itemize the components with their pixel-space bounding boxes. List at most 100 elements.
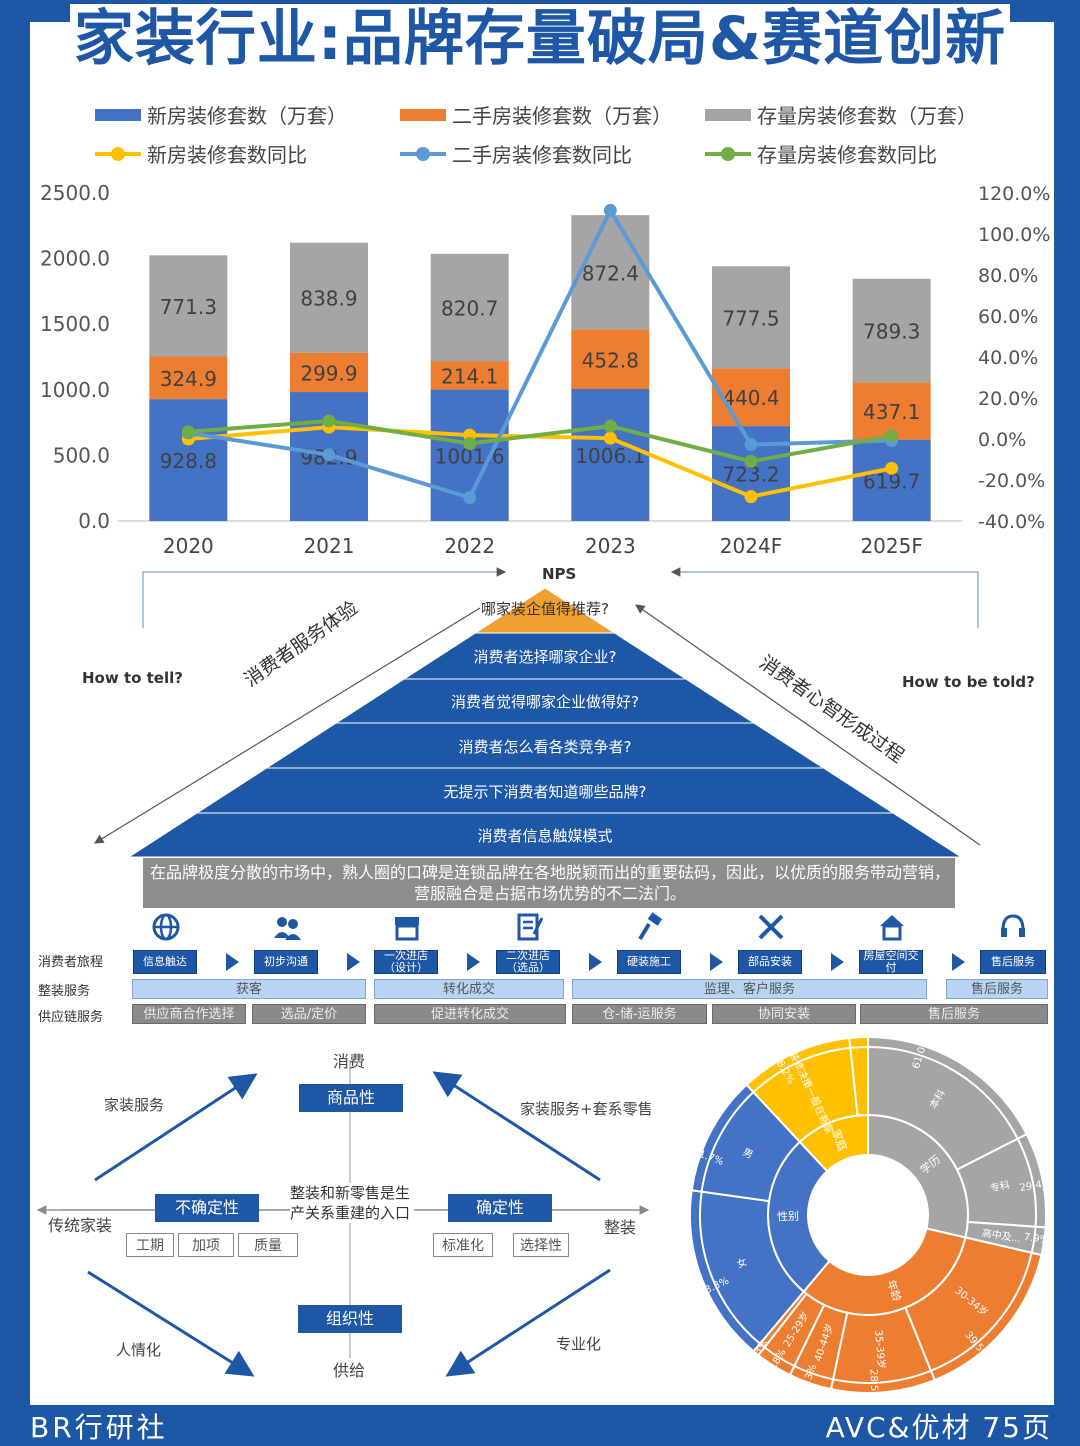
supply-box: 仓-储-运服务 <box>572 1004 707 1024</box>
store-icon <box>392 912 422 946</box>
sunburst-pct-label: 7.9% <box>1023 1232 1050 1246</box>
pyramid-level-label: 消费者怎么看各类竞争者? <box>458 737 632 756</box>
stacked-bar-chart: 2500.0 2000.0 1500.0 1000.0 500.0 0.0 120.0% 10… <box>40 181 1050 558</box>
line-point <box>744 438 758 452</box>
y-tick-right: -20.0% <box>978 470 1045 492</box>
data-label: 928.8 <box>160 449 217 473</box>
house-icon <box>877 912 907 946</box>
axis-left-label: 传统家装 <box>48 1216 113 1235</box>
bar-segment <box>290 242 368 353</box>
y-tick-right: -40.0% <box>978 511 1045 533</box>
left-tag: 质量 <box>238 1233 298 1257</box>
line-point <box>603 431 617 445</box>
journey-arrow <box>952 953 965 971</box>
y-tick-right: 20.0% <box>978 388 1038 410</box>
legend-label: 二手房装修套数（万套） <box>452 104 672 128</box>
journey-step: 售后服务 <box>980 950 1046 974</box>
legend-swatch <box>705 146 751 161</box>
line-point <box>322 448 336 462</box>
journey-row-label: 供应链服务 <box>38 1010 104 1025</box>
data-label: 452.8 <box>582 348 639 372</box>
how-to-be-told-label: How to be told? <box>902 673 1035 691</box>
globe-icon <box>151 912 181 946</box>
y-tick-right: 40.0% <box>978 347 1038 369</box>
data-label: 214.1 <box>441 365 498 389</box>
x-tick-label: 2020 <box>163 534 214 558</box>
y-tick-right: 120.0% <box>978 183 1050 205</box>
journey-arrow <box>347 953 360 971</box>
y-tick-left: 2500.0 <box>40 181 110 205</box>
journey-arrow <box>226 953 239 971</box>
legend-stock-yoy: 存量房装修套数同比 <box>705 139 937 168</box>
right-box: 确定性 <box>448 1194 552 1222</box>
data-label: 872.4 <box>582 261 639 285</box>
right-diag-arrow <box>635 604 981 846</box>
footer-brand: BR行研社 <box>30 1411 168 1444</box>
line-point <box>885 461 899 475</box>
footer-source: AVC&优材 75页 <box>825 1411 1052 1444</box>
sunburst-pct-label: 29.4% <box>1019 1178 1052 1194</box>
journey-arrow <box>831 953 844 971</box>
data-label: 437.1 <box>863 400 920 424</box>
quadrant-bl: 人情化 <box>116 1341 162 1359</box>
data-label: 771.3 <box>160 295 217 319</box>
pyramid-level-label: 无提示下消费者知道哪些品牌? <box>443 782 647 801</box>
right-tag: 选择性 <box>513 1233 569 1257</box>
left-box: 不确定性 <box>155 1194 259 1222</box>
y-tick-left: 2000.0 <box>40 247 110 271</box>
line-point <box>181 425 195 439</box>
service-box: 售后服务 <box>946 979 1048 999</box>
journey-row-label: 消费者旅程 <box>38 955 104 970</box>
sunburst-middle-label: 专科 <box>989 1178 1011 1195</box>
line-point <box>322 414 336 428</box>
bar-segment <box>852 439 931 521</box>
x-tick-label: 2025F <box>860 534 922 558</box>
right-tag: 标准化 <box>433 1233 493 1257</box>
journey-arrow <box>710 953 723 971</box>
journey-arrow <box>467 953 480 971</box>
brush-icon <box>635 912 665 946</box>
line-point <box>885 429 899 443</box>
legend-swatch <box>95 146 141 161</box>
legend-second: 二手房装修套数（万套） <box>400 100 672 129</box>
journey-step: 部品安装 <box>738 950 802 974</box>
sunburst-pct-label: 28.5% <box>867 1369 879 1400</box>
x-tick-label: 2024F <box>720 534 782 558</box>
sunburst-inner-label: 性别 <box>777 1209 799 1224</box>
headset-icon <box>998 912 1028 946</box>
arrow-top-right <box>432 1071 601 1182</box>
quadrant-br: 专业化 <box>556 1335 602 1353</box>
axis-right-label: 整装 <box>604 1218 637 1237</box>
data-label: 324.9 <box>160 367 217 391</box>
bar-segment <box>430 361 509 390</box>
journey-step: 二次进店（选品） <box>496 950 560 974</box>
legend-new: 新房装修套数（万套） <box>95 100 347 129</box>
sunburst-chart: 学历年龄性别家庭本科专科高中及...30-34岁35-39岁40-44岁25-2… <box>690 1037 1052 1400</box>
people-icon <box>272 912 302 946</box>
legend-swatch <box>95 108 141 121</box>
pyramid-note: 在品牌极度分散的市场中，熟人圈的口碑是连锁品牌在各地脱颖而出的重要砝码，因此，以… <box>150 863 951 903</box>
data-label: 820.7 <box>441 297 498 321</box>
supply-box: 促进转化成交 <box>374 1004 566 1024</box>
supply-box: 供应商合作选择 <box>132 1004 246 1024</box>
y-tick-right: 60.0% <box>978 306 1038 328</box>
left-arrow-line <box>142 567 507 628</box>
sunburst-inner-label: 年龄 <box>884 1278 904 1303</box>
legend-new-yoy: 新房装修套数同比 <box>95 139 307 168</box>
x-tick-label: 2022 <box>444 534 495 558</box>
bar-segment <box>149 356 228 400</box>
document-icon <box>514 912 544 946</box>
sunburst-band <box>849 1045 869 1117</box>
supply-box: 售后服务 <box>860 1004 1048 1024</box>
legend-swatch <box>400 146 446 161</box>
data-label: 777.5 <box>722 306 779 330</box>
service-box: 获客 <box>132 979 366 999</box>
journey-step: 房屋空间交付 <box>859 950 923 974</box>
y-tick-left: 0.0 <box>78 509 110 533</box>
pyramid-level <box>127 812 963 858</box>
x-tick-label: 2021 <box>304 534 355 558</box>
arrow-bottom-left <box>87 1270 255 1377</box>
arrow-top-left <box>94 1073 258 1182</box>
page-title: 家装行业:品牌存量破局&赛道创新 <box>0 0 1080 78</box>
bar-segment <box>149 399 228 521</box>
